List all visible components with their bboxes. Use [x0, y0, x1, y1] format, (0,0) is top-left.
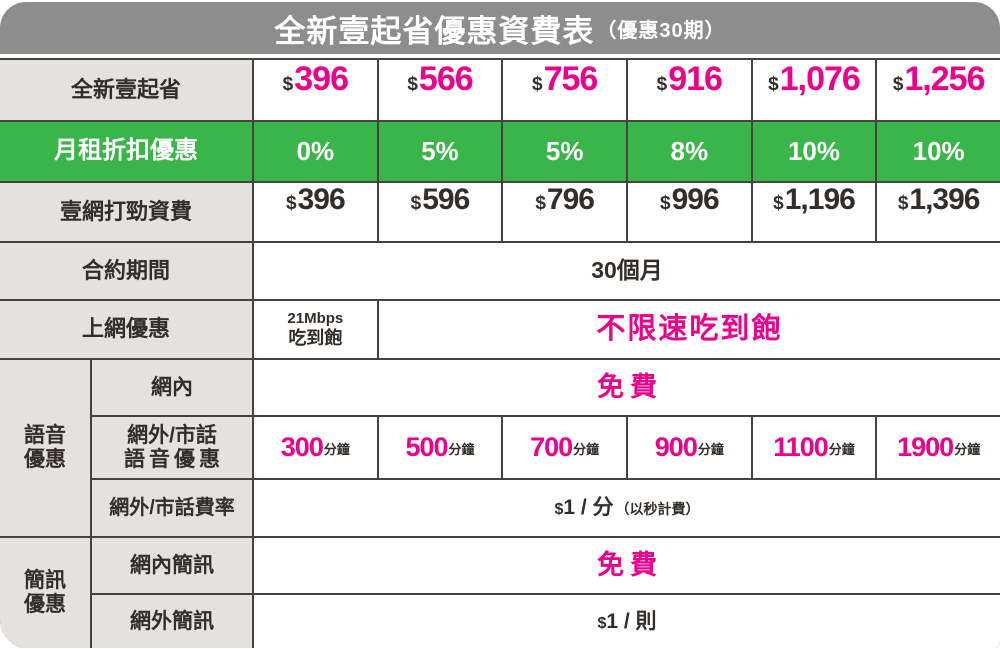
discount-value: 10% — [877, 122, 1000, 181]
currency-symbol: $ — [286, 193, 297, 214]
minutes-unit: 分鐘 — [954, 442, 981, 458]
voice-minutes-cell: 300 分鐘 — [254, 417, 377, 478]
currency-symbol: $ — [282, 74, 294, 95]
plan-price-value: 916 — [668, 60, 723, 98]
voice-rate-note: （以秒計費） — [615, 501, 700, 518]
base-price-value: 1,396 — [909, 183, 980, 216]
currency-symbol: $ — [554, 501, 564, 519]
data-unlimited-value: 不限速吃到飽 — [378, 301, 1000, 358]
currency-symbol: $ — [768, 74, 779, 95]
base-price-value: 996 — [671, 183, 720, 216]
sms-section-line2: 優惠 — [24, 593, 66, 616]
voice-offnet-minutes-label: 網外/市話 語音優惠 — [92, 417, 252, 478]
minutes-unit: 分鐘 — [828, 442, 855, 458]
data-basic-speed: 21Mbps — [287, 310, 344, 328]
plan-price-value: 396 — [294, 60, 349, 98]
minutes-unit: 分鐘 — [573, 442, 600, 458]
base-price-value: 796 — [546, 183, 595, 216]
sms-section-line1: 簡訊 — [24, 569, 66, 593]
currency-symbol: $ — [897, 193, 909, 214]
base-price-cell: $996 — [627, 183, 751, 241]
sms-offnet-label: 網外簡訊 — [92, 595, 252, 648]
row-label-base-tariff: 壹網打勁資費 — [0, 183, 252, 241]
voice-offnet-label-line2: 語音優惠 — [124, 447, 224, 471]
voice-onnet-label: 網內 — [92, 360, 252, 415]
page-title: 全新壹起省優惠資費表 — [274, 13, 595, 49]
voice-minutes-cell: 900 分鐘 — [627, 417, 751, 478]
base-price-cell: $796 — [503, 183, 626, 241]
currency-symbol: $ — [892, 74, 904, 95]
data-basic-cell: 21Mbps 吃到飽 — [254, 301, 377, 358]
discount-value: 5% — [378, 122, 502, 181]
voice-minutes-value: 1100 — [773, 432, 829, 463]
base-price-value: 1,196 — [784, 183, 856, 216]
minutes-unit: 分鐘 — [323, 442, 350, 458]
plan-price-cell: $396 — [254, 60, 377, 120]
row-label-discount: 月租折扣優惠 — [0, 122, 252, 181]
voice-minutes-value: 500 — [405, 432, 448, 463]
plan-price-cell: $566 — [378, 60, 502, 120]
contract-value: 30個月 — [254, 243, 1000, 299]
voice-section-line1: 語音 — [24, 424, 66, 448]
plan-price-value: 1,076 — [779, 60, 861, 98]
sms-onnet-value: 免費 — [254, 538, 1000, 593]
voice-section-line2: 優惠 — [24, 448, 66, 471]
plan-price-value: 566 — [418, 60, 474, 98]
currency-symbol: $ — [773, 193, 784, 214]
voice-rate-main: 1 / 分 — [563, 496, 614, 520]
discount-value: 8% — [627, 122, 751, 181]
voice-minutes-cell: 500 分鐘 — [378, 417, 502, 478]
minutes-unit: 分鐘 — [697, 442, 724, 458]
currency-symbol: $ — [410, 193, 422, 214]
voice-minutes-cell: 700 分鐘 — [503, 417, 626, 478]
voice-rate-value-cell: $1 / 分（以秒計費） — [254, 480, 1000, 536]
base-price-value: 596 — [422, 183, 470, 216]
voice-rate-label: 網外/市話費率 — [92, 480, 252, 536]
voice-minutes-value: 700 — [530, 432, 573, 463]
row-label-data: 上網優惠 — [0, 301, 252, 358]
currency-symbol: $ — [656, 74, 668, 95]
page-title-suffix: （優惠30期） — [596, 19, 726, 42]
voice-minutes-value: 1900 — [897, 432, 954, 463]
plan-price-value: 756 — [543, 60, 599, 98]
row-label-contract: 合約期間 — [0, 243, 252, 299]
voice-minutes-value: 900 — [654, 432, 698, 463]
section-label-sms: 簡訊 優惠 — [0, 538, 90, 648]
sms-onnet-label: 網內簡訊 — [92, 538, 252, 593]
section-label-voice: 語音 優惠 — [0, 360, 90, 536]
currency-symbol: $ — [407, 74, 418, 95]
base-price-cell: $396 — [254, 183, 377, 241]
plan-price-cell: $1,076 — [752, 60, 876, 120]
sms-offnet-value: 1 / 則 — [606, 609, 657, 633]
base-price-value: 396 — [297, 183, 346, 216]
discount-value: 5% — [503, 122, 626, 181]
minutes-unit: 分鐘 — [448, 442, 475, 458]
base-price-cell: $596 — [378, 183, 502, 241]
pricing-table: 全新壹起省 $396 $566 $756 $916 $1,076 $1,256 … — [0, 58, 1000, 648]
currency-symbol: $ — [660, 193, 671, 214]
currency-symbol: $ — [535, 193, 546, 214]
voice-offnet-label-line1: 網外/市話 — [127, 423, 217, 447]
sms-offnet-value-cell: $1 / 則 — [254, 595, 1000, 648]
currency-symbol: $ — [532, 74, 543, 95]
voice-minutes-value: 300 — [280, 432, 324, 463]
voice-onnet-value: 免費 — [254, 360, 1000, 415]
plan-price-cell: $1,256 — [877, 60, 1000, 120]
discount-value: 10% — [752, 122, 876, 181]
base-price-cell: $1,196 — [752, 183, 876, 241]
plan-price-cell: $756 — [503, 60, 626, 120]
plan-price-value: 1,256 — [904, 60, 985, 98]
base-price-cell: $1,396 — [877, 183, 1000, 241]
voice-minutes-cell: 1100 分鐘 — [752, 417, 876, 478]
data-basic-allowance: 吃到飽 — [288, 327, 343, 348]
currency-symbol: $ — [597, 614, 607, 632]
voice-minutes-cell: 1900 分鐘 — [877, 417, 1000, 478]
discount-value: 0% — [254, 122, 377, 181]
plan-price-cell: $916 — [627, 60, 751, 120]
table-title-bar: 全新壹起省優惠資費表 （優惠30期） — [0, 2, 1000, 54]
row-label-plan: 全新壹起省 — [0, 60, 252, 120]
